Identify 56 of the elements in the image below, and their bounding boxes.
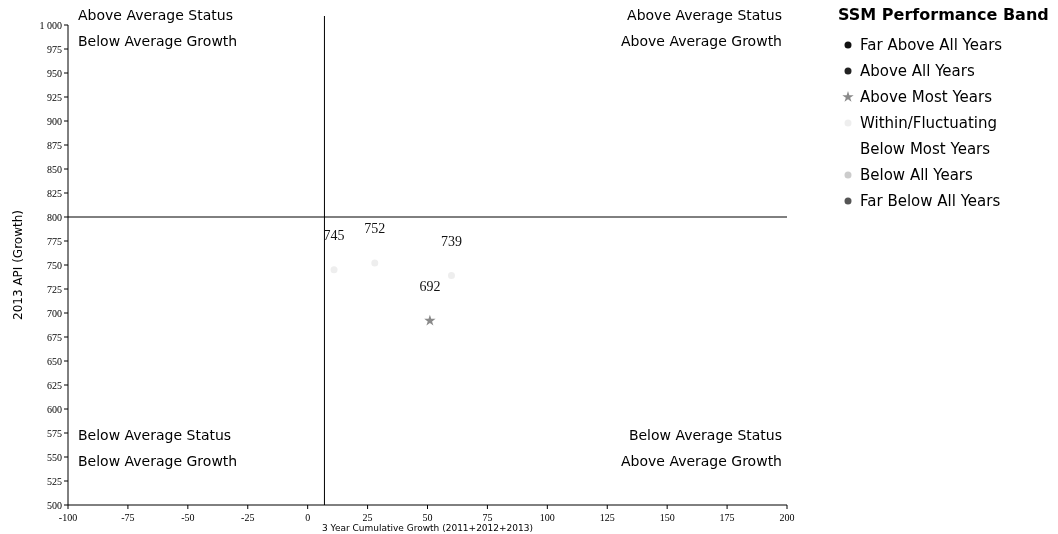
y-tick-label: 825 bbox=[47, 187, 62, 199]
legend-title: SSM Performance Band bbox=[838, 5, 1049, 24]
y-tick-label: 600 bbox=[47, 403, 62, 415]
legend-label: Above Most Years bbox=[860, 88, 993, 106]
y-tick-label: 875 bbox=[47, 139, 62, 151]
y-tick-label: 525 bbox=[47, 475, 62, 487]
text: Above Average Status bbox=[78, 7, 233, 23]
y-tick-label: 675 bbox=[47, 331, 62, 343]
y-tick-label: 725 bbox=[47, 283, 62, 295]
x-tick-label: 125 bbox=[599, 512, 615, 523]
y-tick-label: 975 bbox=[47, 43, 62, 55]
legend-label: Far Above All Years bbox=[860, 36, 1003, 54]
x-tick-label: -75 bbox=[121, 512, 135, 523]
annotation: Below Average Growth bbox=[78, 33, 238, 49]
data-label: 739 bbox=[440, 233, 462, 249]
data-label: 745 bbox=[323, 227, 345, 243]
x-tick-label: 100 bbox=[539, 512, 555, 523]
legend-label: Far Below All Years bbox=[860, 192, 1001, 210]
data-label: 752 bbox=[364, 221, 386, 237]
y-tick-label: 550 bbox=[47, 451, 62, 463]
x-tick-label: 25 bbox=[362, 512, 373, 523]
y-tick-label: 800 bbox=[47, 211, 62, 223]
annotation: Below Average Status bbox=[628, 427, 782, 443]
x-tick-label: -50 bbox=[181, 512, 195, 523]
y-tick-label: 925 bbox=[47, 91, 62, 103]
x-tick-label: 75 bbox=[482, 512, 493, 523]
legend-label: Below Most Years bbox=[860, 140, 991, 158]
y-tick-label: 500 bbox=[47, 499, 62, 511]
text: Above Average Status bbox=[627, 7, 782, 23]
x-tick-label: 150 bbox=[659, 512, 675, 523]
y-tick-label: 1 000 bbox=[39, 19, 62, 31]
y-tick-label: 575 bbox=[47, 427, 62, 439]
x-tick-label: 200 bbox=[779, 512, 795, 523]
data-label: 692 bbox=[419, 278, 441, 294]
legend-label: Above All Years bbox=[860, 62, 975, 80]
x-axis-title: 3 Year Cumulative Growth (2011+2012+2013) bbox=[322, 523, 533, 533]
y-tick-label: 700 bbox=[47, 307, 62, 319]
x-tick-label: 50 bbox=[422, 512, 433, 523]
y-tick-label: 750 bbox=[47, 259, 62, 271]
x-tick-label: -25 bbox=[241, 512, 255, 523]
x-tick-label: 0 bbox=[305, 512, 311, 523]
annotation: Below Average Growth bbox=[78, 453, 238, 469]
y-tick-label: 950 bbox=[47, 67, 62, 79]
x-tick-label: 175 bbox=[719, 512, 735, 523]
annotation: Above Average Growth bbox=[621, 33, 782, 49]
y-tick-label: 850 bbox=[47, 163, 62, 175]
y-axis-title: 2013 API (Growth) bbox=[11, 210, 25, 320]
x-tick-label: -100 bbox=[58, 512, 78, 523]
annotation: Above Average Growth bbox=[621, 453, 782, 469]
legend-label: Within/Fluctuating bbox=[860, 114, 997, 132]
y-tick-label: 625 bbox=[47, 379, 62, 391]
y-tick-label: 900 bbox=[47, 115, 62, 127]
y-tick-label: 775 bbox=[47, 235, 62, 247]
legend-label: Below All Years bbox=[860, 166, 974, 184]
y-tick-label: 650 bbox=[47, 355, 62, 367]
annotation: Below Average Status bbox=[78, 427, 232, 443]
